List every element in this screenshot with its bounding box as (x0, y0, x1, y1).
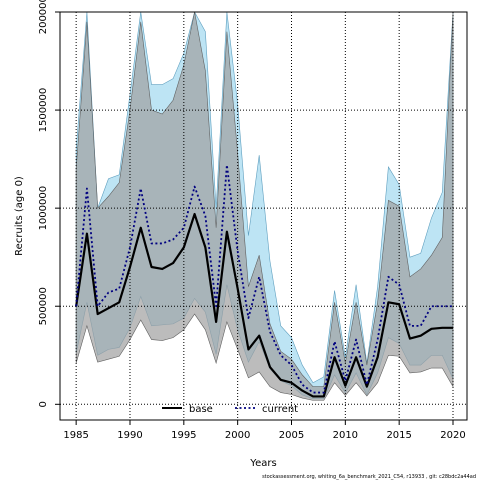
plot-frame (59, 11, 468, 421)
x-tick-label-1995: 1995 (171, 430, 196, 441)
y-tick-label-500000: 500000 (38, 287, 49, 325)
band-base (75, 11, 454, 401)
x-tick-label-2000: 2000 (225, 430, 250, 441)
confidence-bands (75, 11, 454, 401)
line-base (75, 212, 454, 398)
x-axis-title: Years (249, 458, 276, 469)
x-tick-label-2015: 2015 (386, 430, 411, 441)
x-tick-label-2020: 2020 (440, 430, 465, 441)
x-axis-ticks: 1985 1990 1995 2000 2005 2010 2015 2020 (63, 420, 466, 441)
footer-credit: stockassessment.org, whiting_6a_benchmar… (262, 474, 476, 480)
x-tick-label-2010: 2010 (333, 430, 358, 441)
x-tick-label-1985: 1985 (63, 430, 88, 441)
x-tick-label-2005: 2005 (279, 430, 304, 441)
y-axis-ticks: 0 500000 1000000 1500000 2000000 (38, 0, 60, 407)
y-tick-label-1000000: 1000000 (38, 186, 49, 231)
legend-label-base: base (189, 404, 213, 415)
legend: base current (162, 404, 298, 415)
y-axis-title: Recruits (age 0) (14, 176, 25, 256)
x-tick-label-1990: 1990 (117, 430, 142, 441)
y-tick-label-2000000: 2000000 (38, 0, 49, 34)
series-lines (75, 164, 454, 398)
legend-label-current: current (262, 404, 298, 415)
y-tick-label-1500000: 1500000 (38, 88, 49, 133)
y-tick-label-0: 0 (38, 401, 49, 407)
